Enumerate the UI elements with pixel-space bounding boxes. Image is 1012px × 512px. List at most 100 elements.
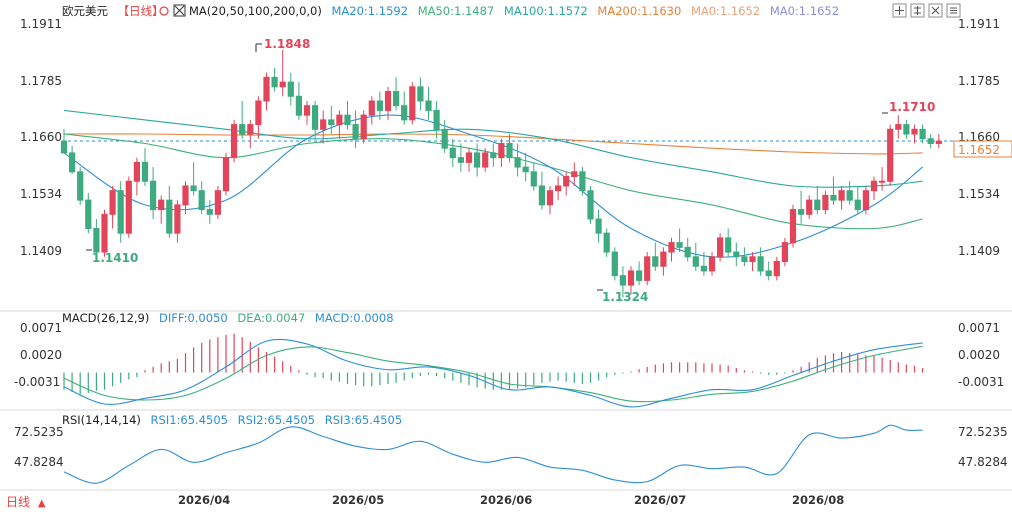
candle — [328, 105, 335, 135]
candle-body — [158, 199, 165, 211]
checkbox-mark — [174, 5, 185, 16]
macd-tick-right-2: -0.0031 — [958, 375, 1004, 389]
candle — [895, 115, 902, 139]
price-tick-left-0: 1.1911 — [20, 17, 62, 31]
date-tick-3: 2026/07 — [634, 493, 686, 507]
candle — [765, 261, 772, 281]
candle — [555, 176, 562, 201]
candle — [344, 100, 351, 130]
macd-tick-left-2: -0.0031 — [14, 375, 60, 389]
rsi-tick-right-1: 47.8284 — [958, 455, 1008, 469]
candle — [854, 185, 861, 215]
expand-icon[interactable] — [910, 3, 925, 18]
candle-body — [798, 209, 805, 215]
candle — [457, 143, 464, 172]
candle — [376, 91, 383, 120]
candle — [393, 77, 400, 111]
rsi-line — [63, 424, 923, 484]
candle-body — [595, 218, 602, 234]
candle — [603, 228, 610, 257]
candle — [717, 233, 724, 262]
candle — [133, 157, 141, 196]
candle-body — [781, 242, 788, 263]
period-selector[interactable]: 日线 ▲ — [6, 495, 46, 509]
candle — [336, 110, 343, 139]
candle — [441, 119, 448, 153]
candle — [433, 100, 440, 139]
circle-icon[interactable] — [159, 6, 169, 16]
candle — [166, 185, 173, 238]
candle-body — [117, 190, 124, 234]
candle-body — [935, 140, 942, 144]
candle — [360, 110, 367, 144]
symbol-label: 欧元美元 — [62, 4, 108, 18]
candle-body — [287, 81, 294, 97]
caret-up-icon[interactable]: ▲ — [38, 498, 46, 509]
candle — [182, 181, 189, 215]
candle-body — [603, 232, 610, 253]
period-label[interactable]: 【日线】 — [118, 4, 164, 18]
candle-body — [895, 124, 902, 130]
candle-body — [457, 157, 464, 163]
ma-title: MA(20,50,100,200,0,0) — [189, 4, 322, 18]
crosshair-icon[interactable] — [892, 3, 907, 18]
diff-line — [63, 338, 923, 408]
ma-legend: MA(20,50,100,200,0,0) MA20:1.1592 MA50:1… — [189, 4, 839, 18]
candle — [879, 167, 886, 191]
candle-body — [417, 86, 424, 102]
candle — [303, 100, 311, 125]
candle-body — [368, 100, 375, 116]
settings-icon[interactable] — [946, 3, 961, 18]
candle-body — [141, 161, 149, 182]
collapse-icon[interactable] — [928, 3, 943, 18]
candle-body — [571, 171, 578, 178]
candle-body — [506, 142, 513, 159]
candle-body — [692, 256, 699, 267]
candle-body — [328, 119, 335, 126]
candle-body — [60, 140, 68, 154]
candle — [93, 219, 100, 262]
period-selector-label[interactable]: 日线 — [6, 495, 30, 509]
candle — [798, 190, 805, 224]
candle — [312, 100, 319, 139]
candle — [733, 242, 740, 267]
candle-body — [773, 261, 780, 277]
candle — [352, 110, 359, 149]
rsi-tick-right-0: 72.5235 — [958, 425, 1008, 439]
candle-body — [384, 91, 392, 111]
candle-body — [919, 128, 926, 140]
candle-body — [401, 105, 408, 121]
candle — [117, 181, 124, 243]
candle — [725, 228, 732, 257]
candle-body — [806, 199, 813, 215]
candle — [231, 119, 238, 163]
macd-tick-left-1: 0.0020 — [20, 348, 62, 362]
candle — [368, 96, 375, 125]
candle — [911, 124, 918, 144]
low2-label: 1.1324 — [602, 290, 648, 304]
candle-body — [765, 270, 772, 277]
candle-body — [109, 190, 116, 215]
price-tick-right-3: 1.1534 — [958, 187, 1000, 201]
candle — [741, 247, 748, 267]
candle — [198, 181, 205, 215]
price-tick-left-2: 1.1660 — [20, 130, 62, 144]
candle — [239, 100, 246, 139]
date-tick-1: 2026/05 — [332, 493, 384, 507]
candle-body — [579, 171, 586, 192]
candle-body — [133, 161, 141, 182]
candle — [919, 124, 926, 144]
candle — [522, 152, 529, 182]
date-tick-2: 2026/06 — [480, 493, 532, 507]
candle — [571, 162, 578, 186]
candle-body — [77, 171, 84, 201]
candle — [247, 119, 254, 149]
last-price-tag — [953, 140, 1012, 158]
dea-line — [63, 345, 923, 403]
candle-body — [214, 190, 222, 215]
candle — [417, 77, 424, 111]
candle-body — [279, 81, 286, 88]
candle-body — [449, 147, 456, 159]
candle — [158, 195, 165, 224]
